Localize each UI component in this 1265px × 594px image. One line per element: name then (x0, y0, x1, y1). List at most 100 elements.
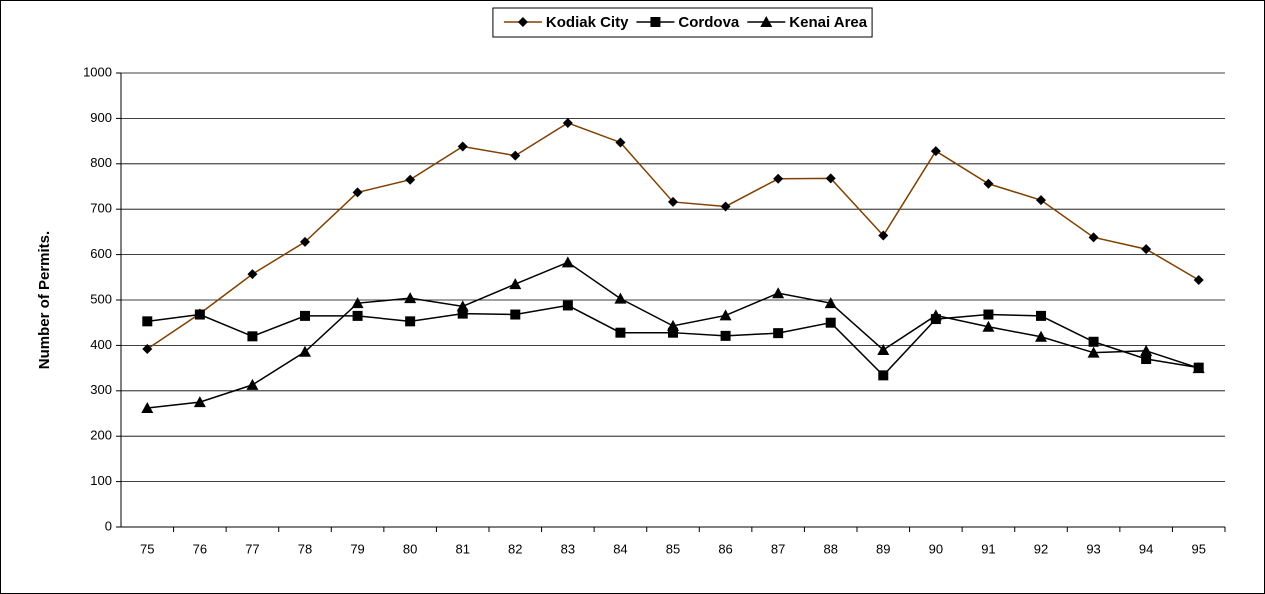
marker (930, 146, 941, 157)
marker (1088, 232, 1099, 243)
marker (352, 187, 363, 198)
marker (300, 236, 310, 247)
marker (773, 328, 784, 339)
marker (1036, 195, 1046, 206)
marker (929, 309, 942, 321)
marker (1192, 362, 1205, 374)
x-tick-label: 76 (193, 541, 207, 556)
marker (510, 150, 521, 161)
x-tick-label: 87 (771, 541, 785, 556)
y-axis-title: Number of Permits. (36, 231, 53, 369)
marker (457, 308, 468, 319)
x-tick-label: 85 (666, 541, 680, 556)
x-tick-label: 89 (876, 541, 890, 556)
x-tick-label: 79 (350, 541, 364, 556)
x-tick-label: 93 (1086, 541, 1100, 556)
marker (720, 330, 731, 341)
x-tick-label: 88 (823, 541, 837, 556)
x-tick-label: 95 (1191, 541, 1205, 556)
marker (720, 201, 731, 212)
y-tick-label: 300 (90, 382, 112, 397)
legend-text: Kenai Area (789, 14, 867, 31)
legend-box (492, 7, 873, 38)
marker (667, 319, 679, 331)
marker (1088, 336, 1099, 347)
marker (1035, 330, 1047, 342)
legend-text: Kodiak City (546, 14, 629, 31)
legend: Kodiak City Cordova Kenai Area (492, 7, 873, 38)
marker (142, 316, 153, 327)
marker (983, 178, 994, 189)
marker (193, 396, 206, 408)
marker (614, 292, 627, 304)
x-tick-label: 84 (613, 541, 627, 556)
x-tick-label: 83 (561, 541, 575, 556)
x-tick-label: 75 (140, 541, 154, 556)
y-tick-label: 1000 (83, 64, 112, 79)
x-tick-label: 86 (718, 541, 732, 556)
marker (405, 174, 416, 185)
marker (457, 141, 468, 152)
marker (1193, 275, 1204, 286)
marker (299, 345, 311, 357)
marker (247, 331, 258, 342)
marker (300, 310, 310, 321)
marker (878, 230, 889, 241)
x-tick-label: 81 (455, 541, 469, 556)
x-tick-label: 82 (508, 541, 522, 556)
marker (983, 309, 994, 320)
y-tick-label: 700 (90, 201, 112, 216)
marker (615, 327, 626, 338)
legend-text: Cordova (678, 14, 740, 31)
marker (352, 310, 363, 321)
marker (510, 309, 521, 320)
marker (562, 300, 573, 311)
x-tick-label: 78 (298, 541, 312, 556)
x-tick-label: 91 (981, 541, 995, 556)
marker (456, 300, 469, 312)
marker (824, 297, 837, 309)
x-tick-label: 77 (245, 541, 259, 556)
marker (405, 316, 416, 327)
y-tick-label: 400 (90, 337, 112, 352)
marker (615, 137, 626, 148)
marker (562, 117, 573, 128)
y-tick-label: 600 (90, 246, 112, 261)
marker (982, 320, 995, 332)
marker (404, 292, 417, 304)
x-tick-label: 92 (1034, 541, 1048, 556)
marker (668, 327, 678, 338)
marker (142, 344, 153, 355)
marker (760, 16, 773, 27)
marker (1141, 354, 1152, 365)
marker (825, 173, 836, 184)
marker (246, 378, 259, 390)
marker (1036, 310, 1046, 321)
x-tick-label: 80 (403, 541, 417, 556)
y-tick-label: 500 (90, 291, 112, 306)
marker (247, 269, 258, 280)
y-tick-label: 200 (90, 428, 112, 443)
y-tick-label: 900 (90, 110, 112, 125)
marker (1087, 346, 1100, 358)
marker (517, 17, 528, 27)
marker (877, 343, 890, 355)
marker (773, 173, 784, 184)
marker (650, 17, 661, 27)
marker (351, 297, 364, 309)
x-tick-label: 94 (1139, 541, 1153, 556)
y-tick-label: 100 (90, 473, 112, 488)
marker (668, 196, 678, 207)
x-tick-label: 90 (929, 541, 943, 556)
marker (509, 278, 522, 290)
marker (194, 309, 205, 320)
marker (719, 309, 732, 321)
y-tick-label: 800 (90, 155, 112, 170)
y-tick-label: 0 (105, 518, 112, 533)
marker (878, 370, 889, 381)
marker (825, 317, 836, 328)
marker (561, 256, 574, 268)
marker (772, 287, 785, 299)
